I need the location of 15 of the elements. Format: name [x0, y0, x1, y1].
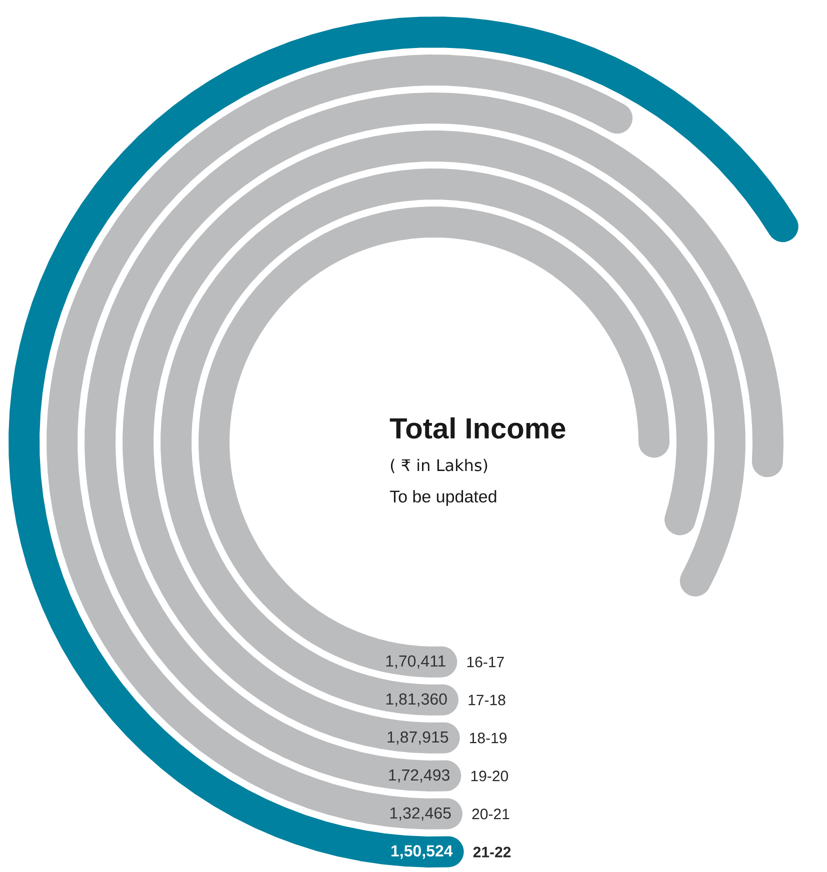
category-label: 20-21: [472, 808, 510, 820]
data-label: 1,81,360: [386, 693, 447, 707]
text: To be updated: [390, 490, 496, 506]
category-label: 19-20: [471, 770, 508, 782]
text: ( ₹ in Lakhs): [390, 458, 488, 474]
data-label: 1,87,915: [388, 731, 448, 745]
text: Total Income: [390, 417, 566, 439]
data-label: 1,72,493: [389, 769, 450, 783]
category-label: 16-17: [467, 656, 504, 668]
data-label: 1,70,411: [386, 655, 446, 669]
category-label: 18-19: [470, 732, 506, 744]
data-label: 1,50,524: [391, 845, 453, 859]
category-label: 21-22: [473, 846, 511, 858]
data-label: 1,32,465: [390, 807, 451, 821]
category-label: 17-18: [468, 694, 506, 706]
